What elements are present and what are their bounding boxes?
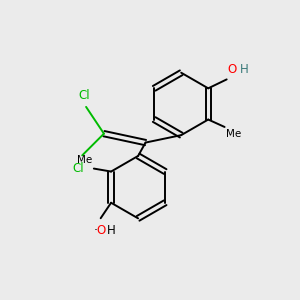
Text: H: H <box>240 63 248 76</box>
Text: Me: Me <box>77 155 92 165</box>
Text: Cl: Cl <box>79 88 90 102</box>
Text: O: O <box>228 63 237 76</box>
Text: Cl: Cl <box>73 162 85 175</box>
Text: ·: · <box>93 224 97 237</box>
Text: O: O <box>96 224 105 237</box>
Text: H: H <box>107 224 116 237</box>
Text: Me: Me <box>226 129 241 139</box>
